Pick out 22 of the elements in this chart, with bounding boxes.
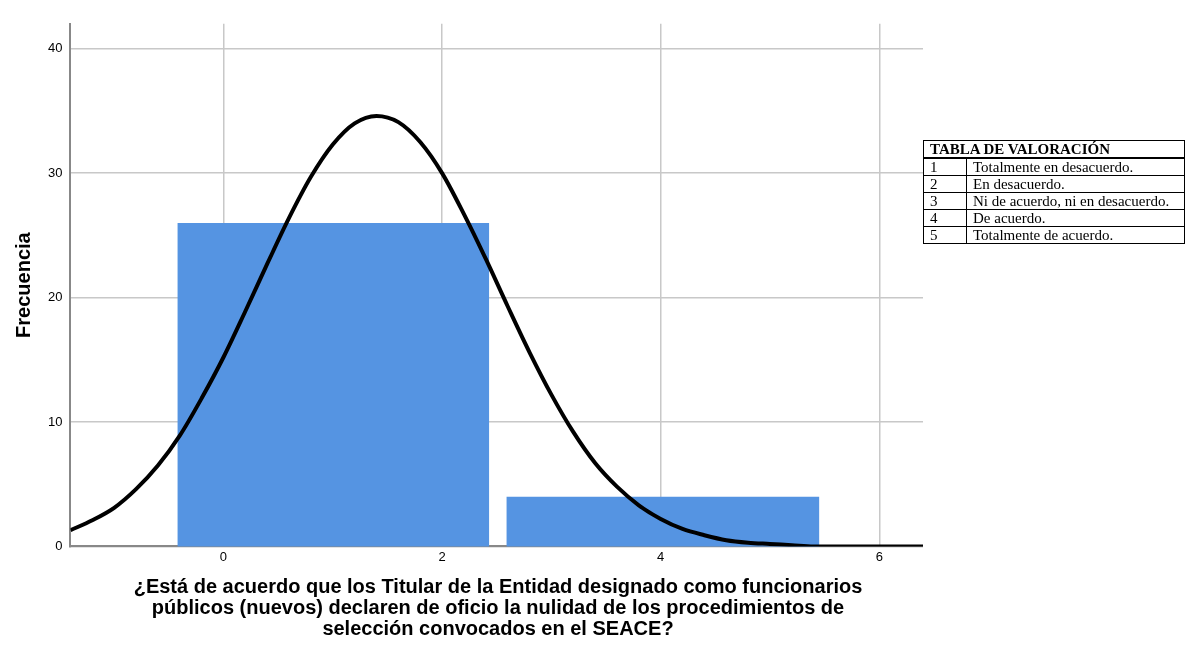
y-tick-label: 30 — [47, 164, 63, 180]
y-axis-title: Frecuencia — [11, 231, 34, 338]
text: Ni de acuerdo, ni en desacuerdo. — [966, 192, 1185, 210]
x-axis-title: ¿Está de acuerdo que los Titular de la Entidad designado como funcionarios públicos (nuevos) declaren de oficio la nulidad de los procedimientos de selección convocados en el SEACE? — [132, 575, 864, 639]
y-tick-label: 10 — [47, 413, 63, 429]
text: 2 — [923, 175, 967, 193]
text: 3 — [923, 192, 967, 210]
x-tick-label: 0 — [219, 548, 228, 564]
text: 5 — [923, 226, 967, 244]
y-tick-label: 20 — [47, 289, 63, 305]
text: En desacuerdo. — [966, 175, 1185, 193]
x-tick-label: 6 — [875, 548, 883, 564]
text: De acuerdo. — [966, 209, 1185, 227]
x-tick-label: 2 — [438, 548, 446, 564]
text: TABLA DE VALORACIÓN — [923, 140, 1185, 158]
text: 4 — [923, 209, 967, 227]
text: Totalmente en desacuerdo. — [966, 158, 1185, 176]
y-tick-label: 40 — [47, 40, 63, 56]
x-tick-label: 4 — [657, 548, 665, 564]
y-tick-label: 0 — [55, 537, 63, 553]
text: 1 — [923, 158, 967, 176]
text: Totalmente de acuerdo. — [966, 226, 1185, 244]
